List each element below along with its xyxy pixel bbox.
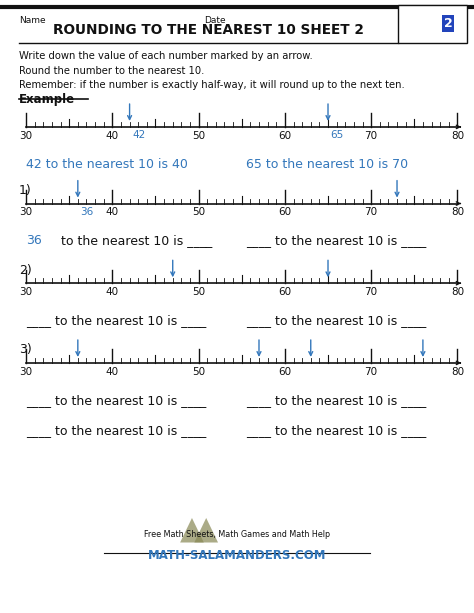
- Text: 65: 65: [330, 130, 344, 140]
- Text: 60: 60: [278, 207, 292, 217]
- Text: 3): 3): [19, 343, 32, 356]
- Text: 50: 50: [192, 207, 205, 217]
- Text: ____ to the nearest 10 is ____: ____ to the nearest 10 is ____: [246, 234, 427, 247]
- Text: 80: 80: [451, 131, 464, 140]
- Text: 70: 70: [365, 207, 378, 217]
- FancyBboxPatch shape: [398, 5, 467, 43]
- Polygon shape: [180, 518, 204, 543]
- Text: to the nearest 10 is ____: to the nearest 10 is ____: [57, 234, 212, 247]
- Text: 80: 80: [451, 207, 464, 217]
- Text: 42 to the nearest 10 is 40: 42 to the nearest 10 is 40: [26, 158, 188, 170]
- Text: 50: 50: [192, 287, 205, 297]
- Text: Remember: if the number is exactly half-way, it will round up to the next ten.: Remember: if the number is exactly half-…: [19, 80, 405, 89]
- Text: ____ to the nearest 10 is ____: ____ to the nearest 10 is ____: [246, 314, 427, 327]
- Text: 65 to the nearest 10 is 70: 65 to the nearest 10 is 70: [246, 158, 409, 170]
- Text: 40: 40: [106, 367, 119, 376]
- Text: 50: 50: [192, 367, 205, 376]
- Text: Date: Date: [204, 16, 226, 25]
- Text: 70: 70: [365, 131, 378, 140]
- Text: ____ to the nearest 10 is ____: ____ to the nearest 10 is ____: [26, 394, 206, 406]
- Text: 2: 2: [444, 17, 452, 30]
- Text: 70: 70: [365, 287, 378, 297]
- Text: 30: 30: [19, 367, 33, 376]
- Text: 36: 36: [80, 207, 93, 216]
- Text: 60: 60: [278, 131, 292, 140]
- Text: 1): 1): [19, 184, 32, 197]
- Text: 80: 80: [451, 367, 464, 376]
- Text: ____ to the nearest 10 is ____: ____ to the nearest 10 is ____: [246, 394, 427, 406]
- Text: 36: 36: [26, 234, 42, 247]
- Text: 30: 30: [19, 207, 33, 217]
- Text: Round the number to the nearest 10.: Round the number to the nearest 10.: [19, 66, 204, 75]
- Text: 42: 42: [132, 130, 145, 140]
- Text: ____ to the nearest 10 is ____: ____ to the nearest 10 is ____: [26, 314, 206, 327]
- Text: ROUNDING TO THE NEAREST 10 SHEET 2: ROUNDING TO THE NEAREST 10 SHEET 2: [53, 23, 364, 37]
- Text: MATH-SALAMANDERS.COM: MATH-SALAMANDERS.COM: [148, 549, 326, 562]
- Text: Free Math Sheets, Math Games and Math Help: Free Math Sheets, Math Games and Math He…: [144, 530, 330, 539]
- Text: Write down the value of each number marked by an arrow.: Write down the value of each number mark…: [19, 51, 313, 61]
- Text: 2): 2): [19, 264, 32, 276]
- Text: 60: 60: [278, 287, 292, 297]
- Text: 30: 30: [19, 287, 33, 297]
- Text: 40: 40: [106, 207, 119, 217]
- Text: 70: 70: [365, 367, 378, 376]
- Text: ____ to the nearest 10 is ____: ____ to the nearest 10 is ____: [26, 424, 206, 437]
- Text: 40: 40: [106, 287, 119, 297]
- Text: 50: 50: [192, 131, 205, 140]
- Text: 60: 60: [278, 367, 292, 376]
- Text: 80: 80: [451, 287, 464, 297]
- Polygon shape: [194, 518, 218, 543]
- Text: Example: Example: [19, 93, 75, 106]
- Text: 30: 30: [19, 131, 33, 140]
- Text: ____ to the nearest 10 is ____: ____ to the nearest 10 is ____: [246, 424, 427, 437]
- Text: Name: Name: [19, 16, 46, 25]
- Text: 40: 40: [106, 131, 119, 140]
